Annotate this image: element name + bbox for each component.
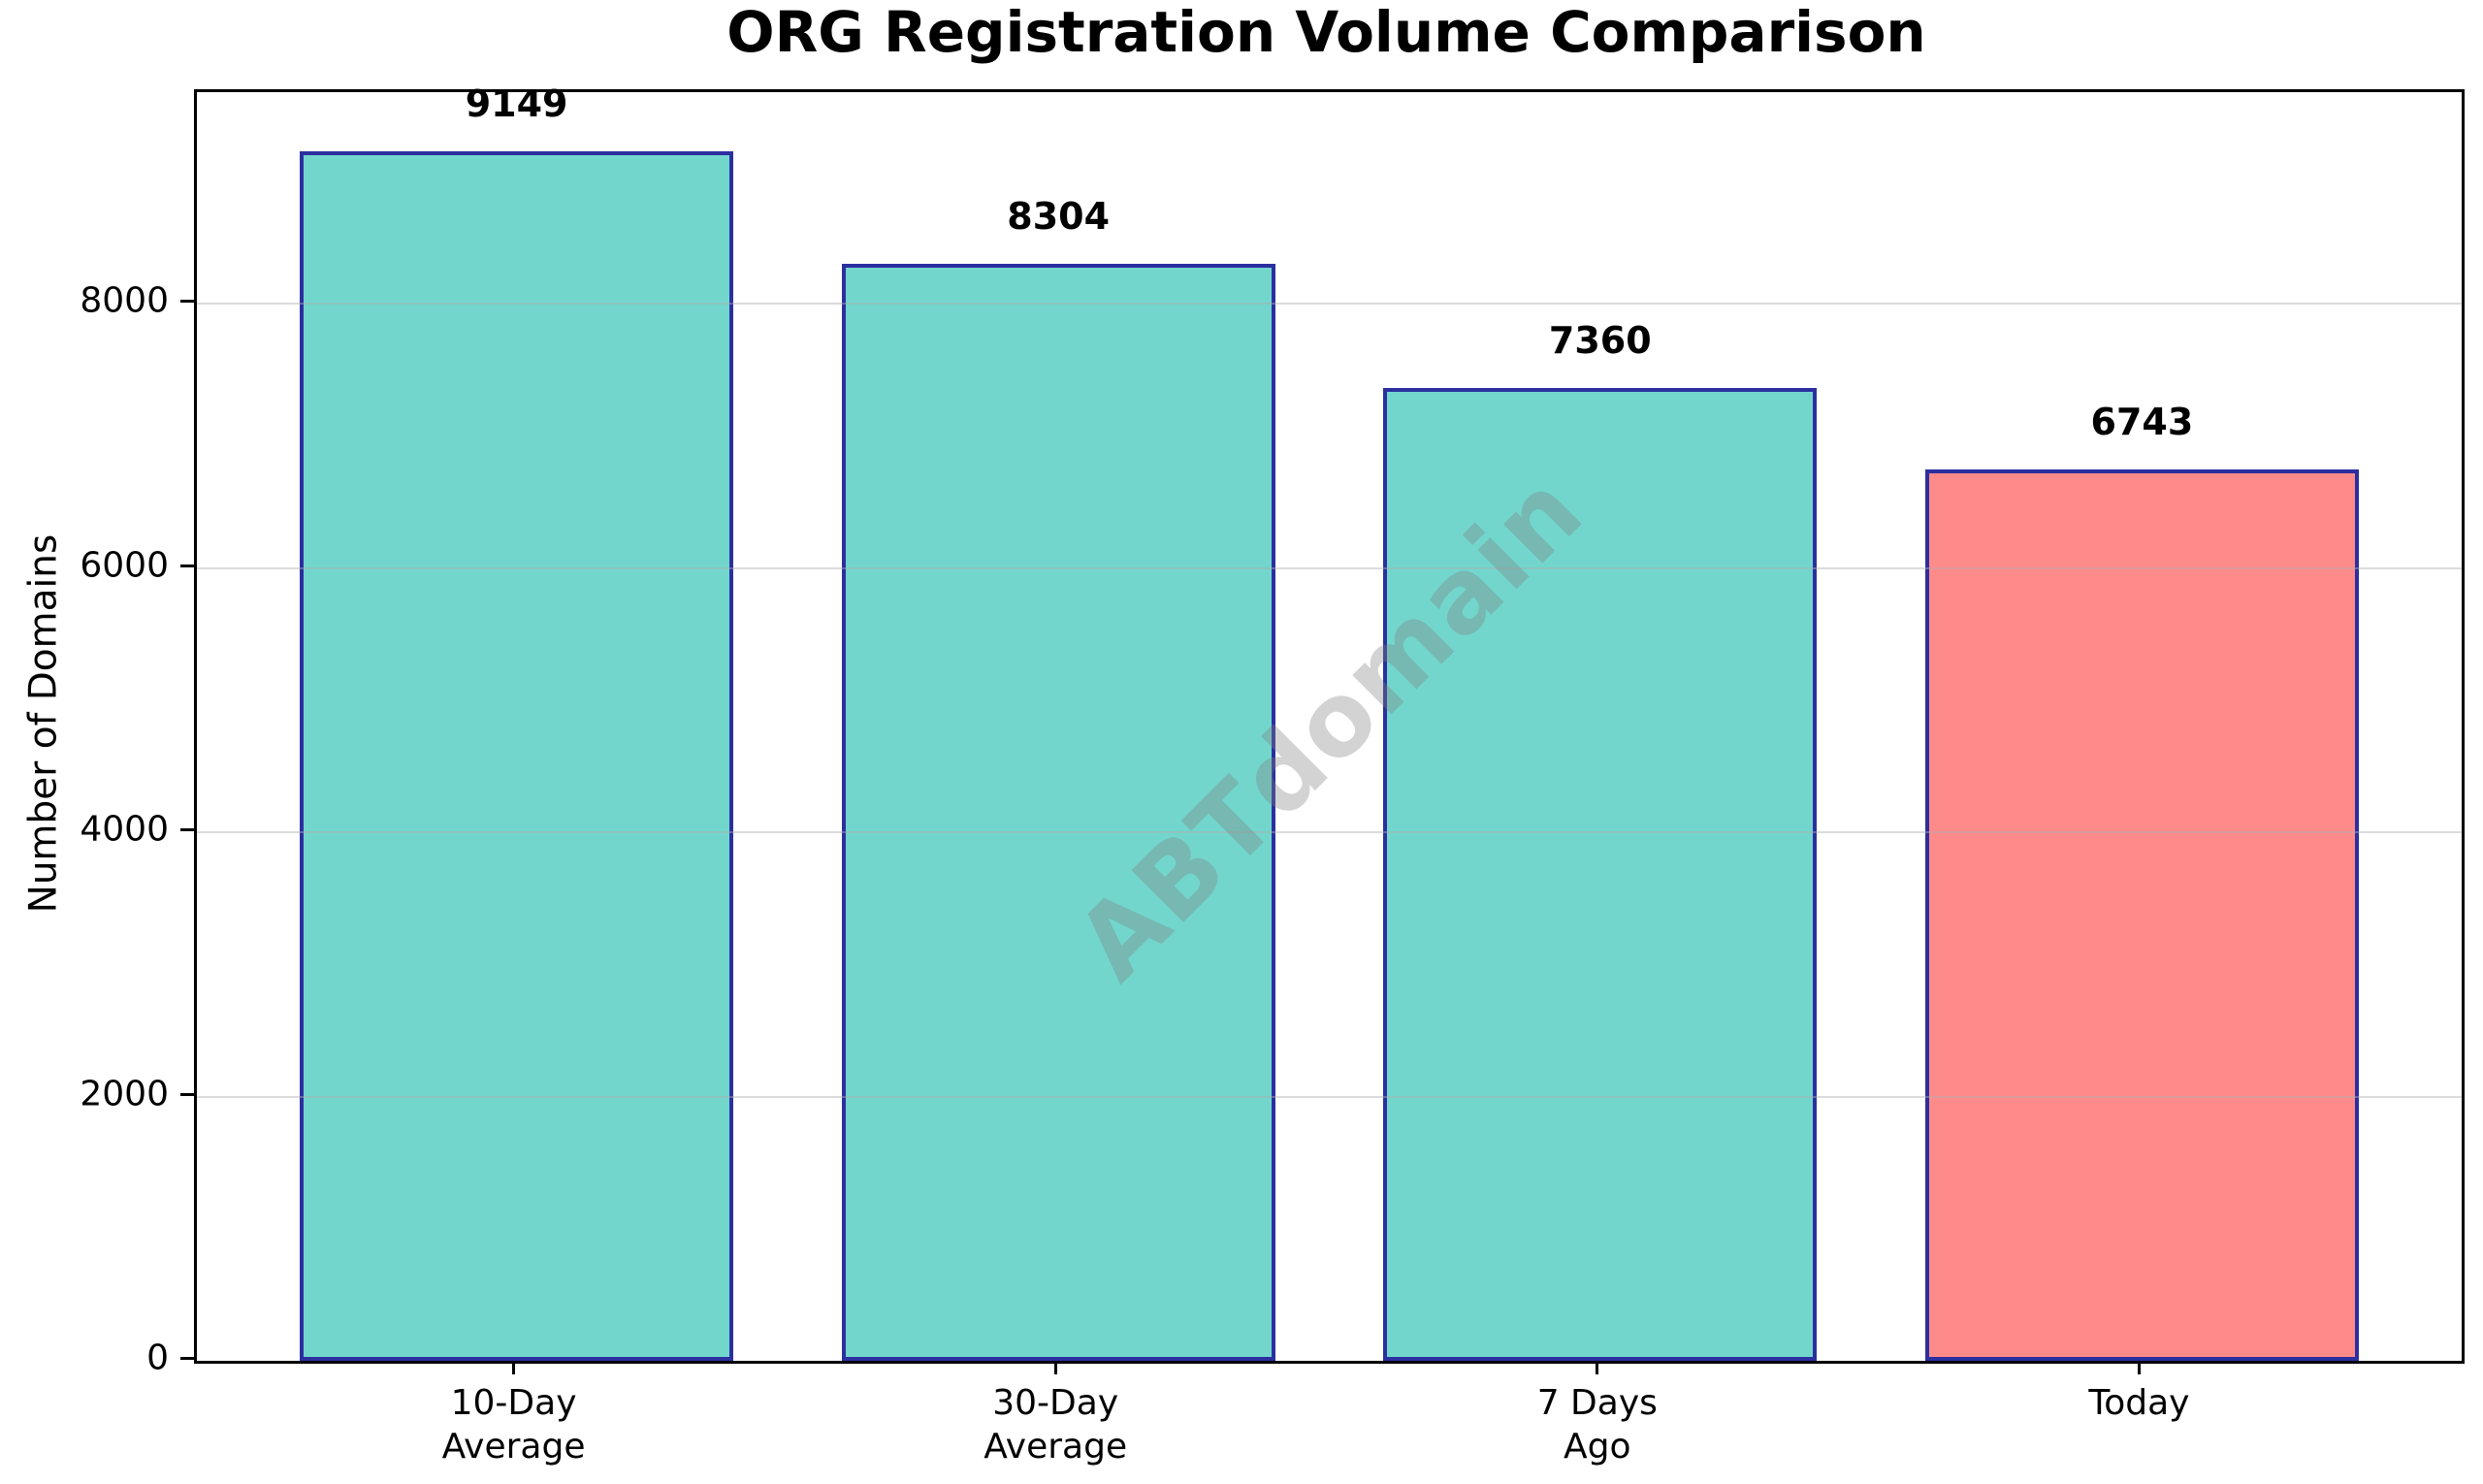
y-tick-label-6000: 6000 xyxy=(80,545,169,585)
x-tick-label-10-day-average: 10-Day Average xyxy=(441,1383,586,1467)
gridline-4000 xyxy=(197,831,2462,833)
x-tick-mark-10-day-average xyxy=(512,1361,516,1374)
bar-10-day-average xyxy=(300,151,734,1361)
y-tick-mark-6000 xyxy=(180,564,194,567)
y-tick-label-8000: 8000 xyxy=(80,280,169,321)
y-tick-label-4000: 4000 xyxy=(80,809,169,850)
value-label-30-day-average: 8304 xyxy=(1007,194,1111,238)
plot-area: 9149 8304 7360 6743 ABTdomain xyxy=(194,85,2465,1364)
x-tick-label-7-days-ago: 7 Days Ago xyxy=(1536,1383,1658,1467)
gridline-8000 xyxy=(197,303,2462,305)
value-label-7-days-ago: 7360 xyxy=(1548,319,1652,363)
x-tick-label-30-day-average: 30-Day Average xyxy=(984,1383,1128,1467)
bar-today xyxy=(1924,469,2359,1361)
x-tick-mark-7-days-ago xyxy=(1596,1361,1599,1374)
x-tick-label-today: Today xyxy=(2088,1383,2190,1423)
y-tick-label-2000: 2000 xyxy=(80,1074,169,1113)
y-tick-mark-4000 xyxy=(180,828,194,831)
chart-title: ORG Registration Volume Comparison xyxy=(726,0,1926,65)
y-tick-mark-0 xyxy=(180,1357,194,1360)
y-axis-label: Number of Domains xyxy=(21,533,66,914)
y-tick-mark-2000 xyxy=(180,1092,194,1096)
gridline-2000 xyxy=(197,1095,2462,1098)
x-tick-mark-today xyxy=(2137,1361,2141,1374)
x-tick-mark-30-day-average xyxy=(1053,1361,1057,1374)
value-label-10-day-average: 9149 xyxy=(465,82,568,126)
value-label-today: 6743 xyxy=(2090,401,2194,444)
gridline-6000 xyxy=(197,566,2462,569)
y-tick-label-0: 0 xyxy=(146,1338,169,1378)
bar-30-day-average xyxy=(841,263,1275,1361)
bar-7-days-ago xyxy=(1383,388,1818,1361)
y-tick-mark-8000 xyxy=(180,300,194,303)
